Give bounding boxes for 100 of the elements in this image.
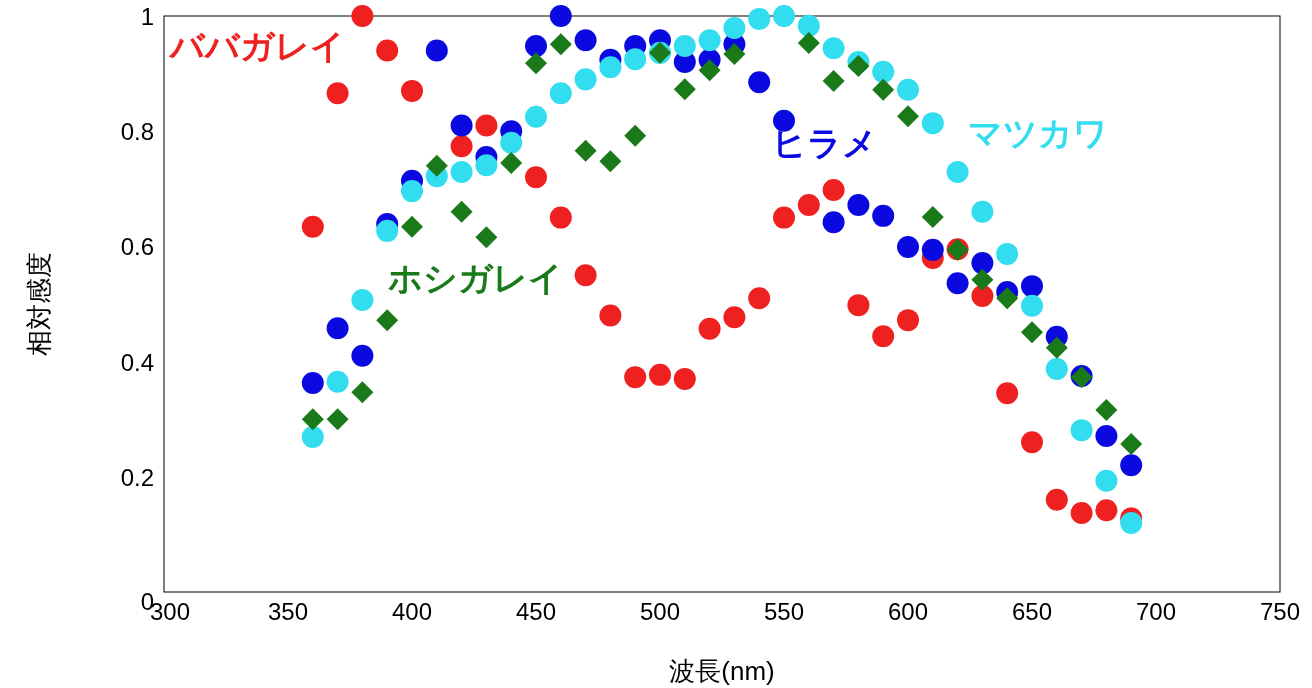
point [921, 238, 944, 261]
point [401, 180, 423, 203]
point [574, 139, 597, 162]
point [301, 426, 324, 449]
point [971, 268, 994, 291]
point [425, 154, 448, 177]
point [1070, 502, 1093, 525]
point [822, 211, 845, 234]
point [376, 39, 399, 62]
point [946, 272, 969, 295]
x-axis-title: 波長(nm) [669, 656, 775, 686]
point [921, 112, 944, 135]
x-tick-label: 650 [1011, 598, 1053, 625]
y-tick-label: 0.8 [120, 118, 154, 146]
point [525, 34, 547, 57]
point [525, 105, 547, 128]
x-tick-label: 500 [639, 598, 681, 625]
point [549, 82, 572, 105]
x-tick-label: 700 [1135, 598, 1177, 625]
point [1070, 419, 1093, 442]
point [897, 235, 919, 258]
point [748, 7, 771, 30]
point [847, 193, 870, 216]
point [822, 178, 845, 201]
point [1120, 454, 1143, 477]
point [450, 161, 473, 184]
point [698, 59, 721, 82]
series-label: ババガレイ [168, 27, 345, 65]
point [624, 48, 647, 71]
point [450, 114, 473, 137]
point [971, 200, 994, 223]
point [872, 60, 895, 83]
point [773, 109, 795, 132]
point [549, 33, 572, 56]
point [1021, 275, 1043, 298]
point [872, 204, 895, 227]
point [748, 287, 771, 310]
point [1021, 294, 1043, 317]
point [525, 52, 547, 75]
point [450, 135, 473, 158]
point [971, 252, 994, 275]
point [1095, 469, 1118, 492]
point [822, 37, 845, 60]
point [1045, 488, 1068, 511]
x-tick-label: 350 [267, 598, 309, 625]
point [574, 264, 597, 287]
point [599, 304, 622, 327]
point [1021, 431, 1043, 454]
point [996, 287, 1019, 310]
point [773, 206, 795, 229]
point [822, 70, 845, 93]
point [1021, 321, 1043, 344]
point [574, 29, 597, 52]
point [549, 5, 572, 27]
point [1120, 432, 1143, 455]
x-tick-label: 750 [1259, 598, 1301, 625]
point [723, 306, 746, 329]
point [301, 371, 324, 394]
point [475, 114, 498, 137]
point [872, 78, 895, 101]
point [673, 78, 696, 101]
point [897, 309, 919, 332]
point [326, 317, 349, 340]
point [376, 219, 399, 242]
point [673, 367, 696, 390]
point [1045, 358, 1068, 381]
point [1095, 424, 1118, 447]
point [500, 131, 523, 154]
x-tick-label: 400 [391, 598, 433, 625]
x-tick-label: 450 [515, 598, 557, 625]
point [624, 124, 647, 147]
point [401, 215, 423, 238]
point [500, 151, 523, 174]
point [351, 5, 374, 27]
point [872, 325, 895, 348]
point [698, 29, 721, 52]
point [351, 381, 374, 404]
point [1095, 499, 1118, 522]
point [673, 34, 696, 57]
x-tick-label: 600 [887, 598, 929, 625]
point [574, 68, 597, 91]
point [599, 56, 622, 79]
point [599, 150, 622, 173]
point [624, 366, 647, 389]
point [797, 193, 820, 216]
point [698, 317, 721, 340]
point [1095, 398, 1118, 421]
point [525, 166, 547, 189]
point [797, 32, 820, 55]
point [401, 79, 423, 102]
point [351, 344, 374, 367]
x-tick-label: 550 [763, 598, 805, 625]
point [475, 154, 498, 177]
point [649, 363, 671, 386]
point [748, 71, 771, 94]
point [326, 82, 349, 105]
point [723, 17, 746, 40]
y-axis-title: 相対感度 [24, 252, 54, 356]
series-label: ホシガレイ [388, 259, 563, 297]
y-tick-label: 0.6 [120, 233, 154, 261]
